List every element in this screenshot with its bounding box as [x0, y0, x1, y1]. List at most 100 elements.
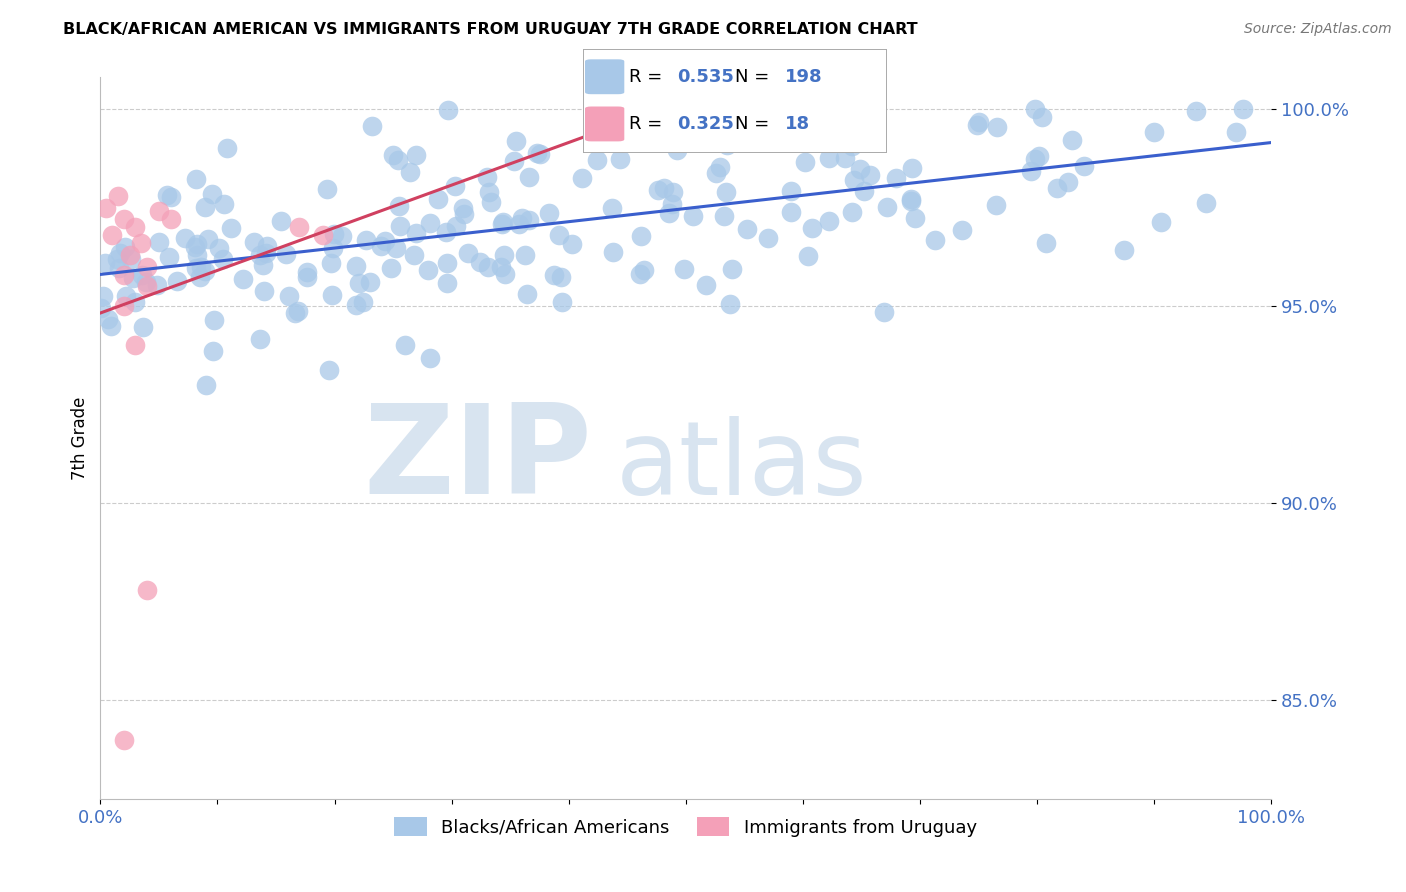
Point	[359, 276, 381, 290]
Point	[356, 234, 378, 248]
Point	[475, 170, 498, 185]
Point	[952, 223, 974, 237]
Point	[388, 199, 411, 213]
Point	[1149, 215, 1171, 229]
Point	[107, 188, 129, 202]
Point	[97, 311, 120, 326]
Point	[374, 234, 396, 248]
Point	[704, 166, 727, 180]
Point	[1114, 243, 1136, 257]
Point	[503, 154, 526, 169]
Point	[1185, 103, 1208, 118]
Point	[322, 227, 344, 242]
Point	[253, 284, 276, 298]
Point	[270, 214, 292, 228]
Point	[321, 287, 343, 301]
Point	[112, 732, 135, 747]
Point	[347, 276, 370, 290]
Point	[381, 148, 404, 162]
Point	[658, 205, 681, 219]
Point	[136, 582, 159, 597]
Point	[211, 252, 233, 266]
Point	[405, 148, 427, 162]
Point	[508, 218, 530, 232]
Point	[132, 320, 155, 334]
Y-axis label: 7th Grade: 7th Grade	[72, 396, 89, 480]
Point	[665, 143, 688, 157]
Point	[312, 228, 335, 243]
Point	[492, 247, 515, 261]
Legend: Blacks/African Americans, Immigrants from Uruguay: Blacks/African Americans, Immigrants fro…	[387, 810, 984, 844]
Point	[709, 160, 731, 174]
Point	[1195, 195, 1218, 210]
Point	[756, 231, 779, 245]
Point	[1060, 133, 1083, 147]
Point	[242, 235, 264, 250]
Point	[124, 338, 146, 352]
Point	[801, 221, 824, 235]
Point	[517, 213, 540, 227]
Point	[124, 295, 146, 310]
Point	[344, 298, 367, 312]
Point	[859, 169, 882, 183]
Point	[387, 153, 409, 168]
Point	[513, 248, 536, 262]
Point	[628, 267, 651, 281]
Point	[212, 197, 235, 211]
Point	[352, 294, 374, 309]
Point	[716, 137, 738, 152]
Point	[1028, 149, 1050, 163]
Point	[491, 217, 513, 231]
Point	[319, 255, 342, 269]
FancyBboxPatch shape	[585, 60, 624, 95]
Point	[100, 319, 122, 334]
Point	[841, 128, 863, 143]
Point	[256, 239, 278, 253]
Point	[543, 268, 565, 282]
Point	[1057, 175, 1080, 189]
Point	[186, 172, 208, 186]
Point	[478, 185, 501, 199]
Point	[436, 276, 458, 290]
Point	[219, 221, 242, 235]
Point	[201, 344, 224, 359]
Point	[288, 220, 311, 235]
Point	[135, 275, 157, 289]
Point	[156, 187, 179, 202]
Point	[841, 205, 863, 219]
Point	[124, 220, 146, 235]
Point	[322, 241, 344, 255]
Point	[817, 151, 839, 165]
Point	[136, 279, 159, 293]
Point	[630, 229, 652, 244]
Point	[673, 262, 696, 277]
Point	[586, 153, 609, 167]
Point	[492, 215, 515, 229]
Point	[737, 222, 759, 236]
Point	[419, 351, 441, 365]
Point	[652, 180, 675, 194]
Point	[1232, 103, 1254, 117]
Point	[561, 236, 583, 251]
Point	[384, 241, 406, 255]
Point	[427, 192, 450, 206]
Point	[796, 249, 818, 263]
Point	[136, 260, 159, 274]
Point	[550, 269, 572, 284]
Point	[1021, 163, 1043, 178]
Point	[494, 268, 516, 282]
Point	[215, 141, 238, 155]
Point	[516, 286, 538, 301]
Point	[901, 161, 924, 175]
Point	[848, 161, 870, 176]
Text: N =: N =	[734, 68, 775, 86]
Point	[159, 212, 181, 227]
Point	[718, 297, 741, 311]
Point	[834, 151, 856, 165]
Point	[315, 182, 337, 196]
Point	[526, 146, 548, 161]
Point	[252, 258, 274, 272]
Point	[633, 262, 655, 277]
Point	[884, 170, 907, 185]
Point	[700, 119, 723, 133]
